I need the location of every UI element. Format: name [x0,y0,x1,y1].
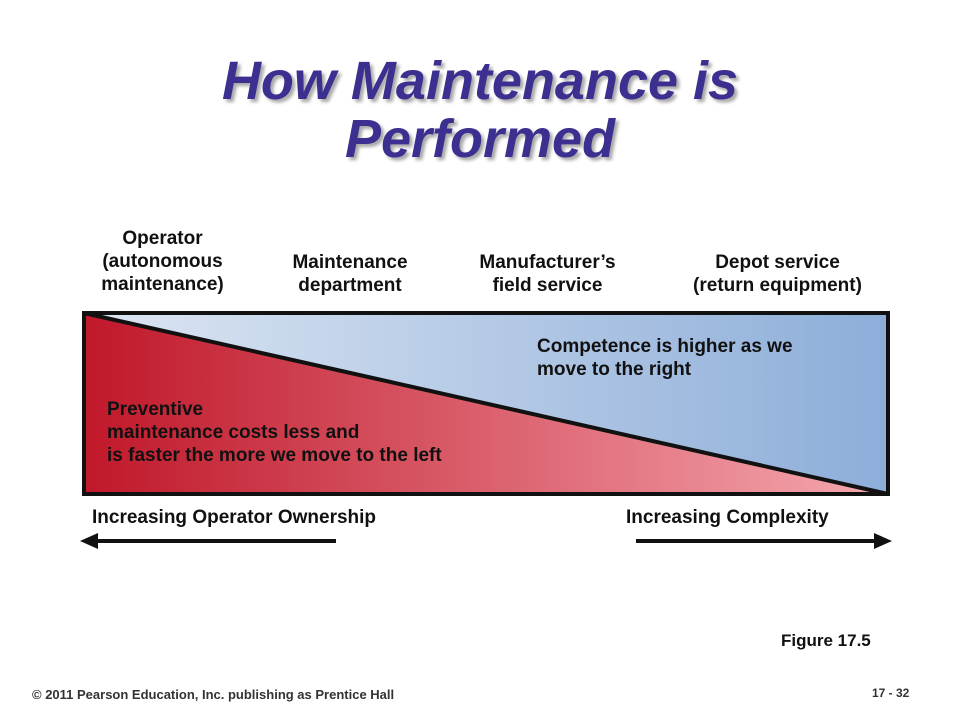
right-arrow-head-icon [874,533,892,549]
column-label-line: field service [492,275,603,296]
slide-number: 17 - 32 [872,686,910,700]
column-label-operator: Operator (autonomous maintenance) [75,227,250,296]
competence-note-line: Competence is higher as we [537,336,793,357]
column-label-line: Maintenance [292,252,408,273]
column-label-line: Depot service [715,252,840,273]
diagram-frame [82,311,890,496]
column-label-line: maintenance) [101,274,224,295]
column-label-depot-service: Depot service (return equipment) [655,251,900,297]
left-arrow-head-icon [80,533,98,549]
slide-title-line-2: Performed [344,109,616,169]
copyright-footer: © 2011 Pearson Education, Inc. publishin… [32,687,395,702]
column-label-maintenance-department: Maintenance department [265,251,435,297]
column-label-line: Operator [122,228,203,249]
axis-label-operator-ownership: Increasing Operator Ownership [92,507,377,528]
column-label-line: Manufacturer’s [479,252,616,273]
slide-title-line-1: How Maintenance is [221,51,739,111]
column-label-manufacturer-field-service: Manufacturer’s field service [455,251,640,297]
competence-note-line: move to the right [537,359,692,380]
column-label-line: (return equipment) [693,275,862,296]
column-label-line: (autonomous [102,251,223,272]
preventive-note-line: maintenance costs less and [107,422,360,443]
column-label-line: department [298,275,402,296]
competence-note: Competence is higher as we move to the r… [537,335,793,381]
axis-label-complexity: Increasing Complexity [626,507,829,528]
preventive-note-line: is faster the more we move to the left [107,445,442,466]
preventive-note: Preventive maintenance costs less and is… [107,398,442,467]
diagonal-divider [83,311,889,496]
figure-label: Figure 17.5 [781,631,871,650]
preventive-note-line: Preventive [107,399,204,420]
slide-title: How Maintenance is Performed [0,52,960,168]
